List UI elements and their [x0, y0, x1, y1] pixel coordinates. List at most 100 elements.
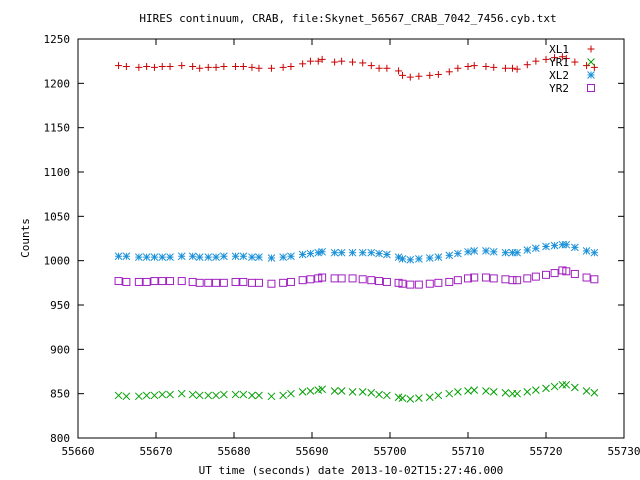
data-point	[134, 253, 143, 261]
data-point	[195, 278, 204, 287]
data-point	[212, 253, 220, 261]
data-point	[406, 73, 414, 81]
data-point	[398, 71, 406, 79]
data-point	[248, 391, 256, 400]
x-tick-label: 55720	[529, 445, 562, 458]
data-point	[267, 254, 276, 262]
x-tick-label: 55660	[61, 445, 94, 458]
data-point	[482, 247, 490, 255]
data-point	[464, 274, 472, 283]
data-point	[306, 249, 315, 258]
y-tick-label: 800	[50, 432, 70, 445]
data-point	[367, 62, 375, 70]
series-xl2	[114, 240, 599, 264]
data-point	[142, 391, 151, 400]
data-point	[239, 252, 248, 261]
data-point	[267, 392, 276, 401]
data-point	[489, 388, 498, 396]
data-point	[445, 277, 454, 286]
data-point	[398, 279, 407, 288]
data-point	[348, 388, 357, 396]
series-yr1	[114, 380, 599, 403]
data-point	[501, 248, 510, 257]
data-point	[115, 62, 123, 70]
data-point	[158, 62, 166, 70]
legend-marker	[587, 71, 595, 79]
data-point	[383, 391, 391, 400]
data-point	[318, 273, 327, 282]
data-point	[532, 57, 540, 65]
data-point	[299, 60, 307, 68]
data-point	[434, 253, 443, 261]
data-point	[150, 63, 158, 71]
legend-label: YR1	[549, 56, 569, 69]
data-point	[348, 274, 357, 283]
data-point	[134, 277, 143, 286]
data-point	[513, 389, 521, 398]
data-point	[279, 63, 287, 71]
data-point	[398, 255, 407, 263]
data-point	[558, 240, 567, 249]
x-tick-label: 55730	[607, 445, 640, 458]
data-point	[166, 390, 174, 399]
data-point	[470, 247, 479, 255]
legend-marker	[587, 84, 595, 92]
data-point	[532, 386, 540, 394]
data-point	[267, 279, 276, 288]
data-point	[239, 277, 248, 286]
data-point	[150, 277, 159, 286]
data-point	[434, 391, 443, 400]
data-point	[267, 64, 275, 72]
x-tick-label: 55670	[139, 445, 172, 458]
data-point	[513, 248, 521, 257]
data-point	[306, 57, 314, 65]
data-point	[358, 248, 367, 257]
data-point	[542, 384, 550, 393]
data-point	[239, 62, 247, 70]
data-point	[501, 275, 510, 284]
data-point	[571, 58, 579, 66]
data-point	[212, 278, 221, 287]
data-point	[114, 391, 123, 400]
data-point	[220, 390, 228, 399]
data-point	[445, 251, 454, 260]
data-point	[551, 54, 559, 62]
data-point	[367, 388, 376, 397]
data-point	[482, 62, 490, 70]
data-point	[558, 380, 567, 389]
data-point	[219, 278, 228, 287]
data-point	[188, 277, 197, 286]
data-point	[550, 241, 559, 250]
data-point	[188, 252, 197, 261]
data-point	[337, 248, 346, 257]
data-point	[231, 277, 240, 286]
y-tick-label: 850	[50, 388, 70, 401]
data-point	[188, 390, 197, 399]
y-tick-label: 1250	[44, 33, 71, 46]
data-point	[523, 61, 531, 69]
y-tick-label: 1100	[44, 166, 71, 179]
data-point	[177, 252, 186, 261]
data-point	[406, 280, 415, 289]
data-point	[195, 391, 204, 400]
data-point	[562, 55, 570, 63]
data-point	[415, 255, 423, 263]
data-point	[212, 63, 220, 71]
data-point	[470, 62, 478, 70]
data-point	[306, 275, 315, 284]
data-point	[318, 385, 326, 394]
data-point	[330, 274, 339, 283]
data-point	[122, 62, 130, 70]
data-point	[482, 387, 490, 395]
data-point	[454, 388, 462, 396]
data-point	[247, 278, 256, 287]
data-point	[406, 395, 415, 403]
data-point	[231, 390, 240, 399]
data-point	[550, 382, 559, 391]
data-point	[204, 391, 213, 400]
data-point	[248, 63, 256, 71]
data-point	[531, 272, 540, 281]
legend-label: XL2	[549, 69, 569, 82]
data-point	[189, 62, 197, 70]
